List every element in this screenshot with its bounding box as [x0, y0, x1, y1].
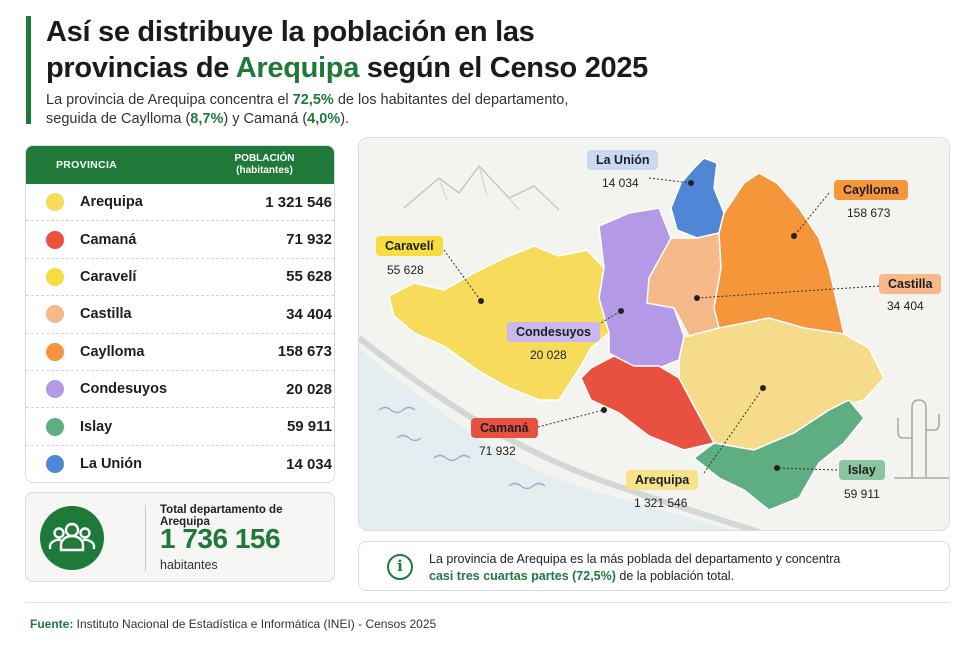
- province-population: 158 673: [277, 343, 332, 361]
- dot-la-union: [688, 180, 694, 186]
- color-dot-icon: [46, 193, 64, 212]
- column-header-province: PROVINCIA: [56, 159, 118, 171]
- province-population: 55 628: [286, 268, 332, 286]
- sea-area: [359, 348, 732, 530]
- map-label-condesuyos: Condesuyos: [507, 322, 601, 342]
- leader-caraveli: [443, 249, 482, 302]
- map-value-islay: 59 911: [844, 487, 880, 501]
- province-name: Castilla: [80, 306, 132, 323]
- footer-divider: [25, 602, 950, 603]
- leader-caylloma: [793, 192, 830, 237]
- page-title: Así se distribuye la población en las pr…: [46, 16, 649, 84]
- color-dot-icon: [46, 305, 64, 324]
- table-row: Castilla 34 404: [26, 296, 334, 334]
- map-label-castilla: Castilla: [879, 274, 942, 294]
- province-map: La Unión 14 034 Caylloma 158 673 Caravel…: [358, 137, 950, 531]
- total-label: Total departamento de Arequipa: [160, 504, 283, 528]
- people-group-icon: [40, 506, 104, 570]
- dot-camana: [601, 407, 607, 413]
- map-label-islay: Islay: [839, 460, 885, 480]
- dot-arequipa: [760, 385, 766, 391]
- wave-icons: [378, 406, 546, 490]
- province-name: Arequipa: [80, 194, 143, 211]
- color-dot-icon: [46, 417, 64, 436]
- color-dot-icon: [46, 455, 64, 474]
- province-population: 1 321 546: [265, 193, 332, 211]
- leader-condesuyos: [583, 310, 622, 334]
- total-card: Total departamento de Arequipa 1 736 156…: [25, 492, 335, 582]
- color-dot-icon: [46, 342, 64, 361]
- table-header: PROVINCIA POBLACIÓN (habitantes): [26, 146, 334, 184]
- province-population: 71 932: [286, 231, 332, 249]
- leader-camana: [533, 409, 605, 429]
- map-value-camana: 71 932: [479, 444, 516, 458]
- title-accent-bar: [26, 16, 31, 124]
- province-name: Islay: [80, 418, 113, 435]
- map-label-arequipa: Arequipa: [626, 470, 699, 490]
- map-label-la-union: La Unión: [587, 150, 659, 170]
- cactus-icon: [894, 399, 949, 479]
- source-note: Fuente: Instituto Nacional de Estadístic…: [30, 617, 437, 631]
- info-text: La provincia de Arequipa es la más pobla…: [429, 552, 841, 583]
- table-row: Camaná 71 932: [26, 221, 334, 259]
- info-callout: i La provincia de Arequipa es la más pob…: [358, 541, 950, 591]
- province-islay: [692, 399, 865, 511]
- dot-islay: [774, 465, 780, 471]
- population-table: PROVINCIA POBLACIÓN (habitantes) Arequip…: [25, 145, 335, 483]
- dot-caraveli: [478, 298, 484, 304]
- map-value-caylloma: 158 673: [847, 206, 891, 220]
- location-dots: [478, 180, 797, 471]
- total-divider: [145, 505, 146, 571]
- color-dot-icon: [46, 267, 64, 286]
- color-dot-icon: [46, 380, 64, 399]
- total-unit: habitantes: [160, 558, 218, 572]
- table-body: Arequipa 1 321 546 Camaná 71 932 Caravelí 55 …: [26, 184, 334, 482]
- province-population: 34 404: [286, 305, 332, 323]
- table-row: Condesuyos 20 028: [26, 371, 334, 409]
- map-svg: [359, 157, 949, 530]
- province-name: Caylloma: [80, 343, 145, 360]
- map-value-castilla: 34 404: [887, 299, 924, 313]
- province-name: Caravelí: [80, 268, 137, 285]
- map-value-condesuyos: 20 028: [530, 348, 567, 362]
- table-row: Arequipa 1 321 546: [26, 184, 334, 222]
- column-header-population: POBLACIÓN (habitantes): [234, 153, 295, 176]
- map-label-camana: Camaná: [471, 418, 538, 438]
- color-dot-icon: [46, 230, 64, 249]
- province-name: Condesuyos: [80, 381, 168, 398]
- map-label-caraveli: Caravelí: [376, 236, 443, 256]
- dot-condesuyos: [618, 308, 624, 314]
- province-name: Camaná: [80, 231, 137, 248]
- map-label-caylloma: Caylloma: [834, 180, 908, 200]
- table-row: Caylloma 158 673: [26, 334, 334, 371]
- province-population: 59 911: [286, 418, 332, 436]
- map-value-arequipa: 1 321 546: [634, 496, 688, 510]
- province-la-union: [670, 157, 725, 239]
- info-icon: i: [387, 554, 413, 580]
- mountain-sketch: [403, 165, 560, 211]
- table-row: Islay 59 911: [26, 408, 334, 446]
- coastline: [359, 335, 760, 530]
- table-row: Caravelí 55 628: [26, 259, 334, 297]
- leader-la-union: [648, 177, 692, 184]
- province-population: 20 028: [286, 380, 332, 398]
- page-subtitle: La provincia de Arequipa concentra el 72…: [46, 92, 569, 127]
- map-value-caraveli: 55 628: [387, 263, 424, 277]
- leader-lines: [443, 177, 880, 474]
- leader-arequipa: [703, 387, 764, 474]
- total-value: 1 736 156: [160, 523, 281, 554]
- map-value-la-union: 14 034: [602, 176, 639, 190]
- table-row: La Unión 14 034: [26, 446, 334, 482]
- province-name: La Unión: [80, 456, 143, 473]
- province-population: 14 034: [286, 455, 332, 473]
- dot-caylloma: [791, 233, 797, 239]
- dot-castilla: [694, 295, 700, 301]
- province-caylloma: [713, 172, 845, 335]
